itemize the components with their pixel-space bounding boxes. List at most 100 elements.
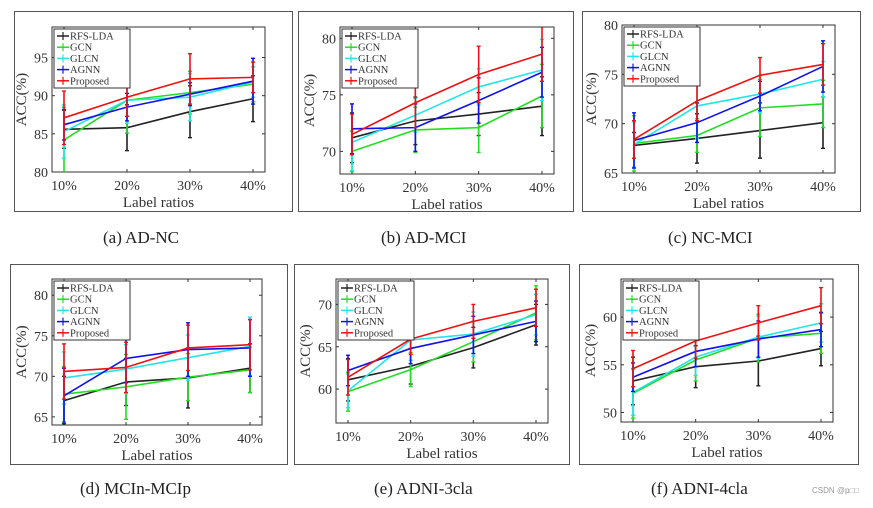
series-line <box>347 313 537 392</box>
legend-item: RFS-LDA <box>57 32 114 43</box>
chart-c: 65 70 75 80 10% 20% 30% 40% Label ratios ACC(%) RF… <box>582 11 861 212</box>
legend-item: AGNN <box>345 65 389 76</box>
series-line <box>633 63 824 141</box>
chart-a: 80 85 90 95 10% 20% 30% 40% Label ratios ACC(%) RF… <box>14 11 293 212</box>
y-tick-label: 60 <box>318 383 332 398</box>
legend-label: RFS-LDA <box>639 284 683 295</box>
legend-label: Proposed <box>70 328 110 339</box>
legend-item: GLCN <box>626 306 668 317</box>
y-tick-label: 75 <box>322 89 336 104</box>
legend-item: Proposed <box>626 328 679 339</box>
x-tick-label: 10% <box>51 432 77 447</box>
caption-f: (f) ADNI-4cla <box>651 479 748 498</box>
legend-label: AGNN <box>358 65 389 76</box>
series-proposed <box>632 43 825 159</box>
legend-item: RFS-LDA <box>345 32 402 43</box>
series-line <box>633 121 824 147</box>
y-tick-label: 75 <box>604 68 618 83</box>
series-line <box>632 328 822 378</box>
legend-item: RFS-LDA <box>627 30 684 41</box>
legend-label: GLCN <box>358 54 387 65</box>
legend-item: GCN <box>341 295 377 306</box>
series-line <box>63 369 251 395</box>
x-tick-label: 20% <box>402 181 428 196</box>
legend-item: AGNN <box>57 65 101 76</box>
x-axis-label: Label ratios <box>121 448 192 464</box>
series-line <box>632 322 822 394</box>
legend-item: AGNN <box>341 317 385 328</box>
caption-a: (a) AD-NC <box>103 228 180 247</box>
series-group <box>350 27 544 173</box>
y-tick-label: 65 <box>604 167 618 182</box>
legend-label: GCN <box>639 295 662 306</box>
legend-item: Proposed <box>341 328 394 339</box>
legend-label: Proposed <box>358 76 398 87</box>
y-tick-label: 60 <box>603 311 617 326</box>
y-axis-label: ACC(%) <box>14 73 30 126</box>
legend-item: GCN <box>57 43 93 54</box>
legend-label: AGNN <box>354 317 385 328</box>
series-line <box>63 343 251 373</box>
series-line <box>351 95 543 153</box>
x-tick-label: 30% <box>745 429 771 444</box>
legend-item: AGNN <box>57 317 101 328</box>
panel-e: 60 65 70 10% 20% 30% 40% Label ratios ACC(%) RFS-… <box>294 264 570 465</box>
panel-c: 65 70 75 80 10% 20% 30% 40% Label ratios ACC(%) RF… <box>582 11 861 212</box>
series-proposed <box>346 288 538 396</box>
axes-box <box>620 278 834 423</box>
x-axis-label: Label ratios <box>693 196 764 212</box>
series-proposed <box>350 27 544 156</box>
x-tick-label: 40% <box>523 430 549 445</box>
series-line <box>633 65 824 142</box>
y-tick-label: 70 <box>604 118 618 133</box>
legend-label: GLCN <box>70 54 99 65</box>
legend-label: GLCN <box>639 306 668 317</box>
axes-box <box>335 278 549 424</box>
legend-label: RFS-LDA <box>70 32 114 43</box>
legend-label: GCN <box>354 295 377 306</box>
legend-label: GLCN <box>354 306 383 317</box>
x-axis-label: Label ratios <box>411 197 482 212</box>
x-tick-label: 10% <box>51 179 77 194</box>
y-tick-label: 55 <box>603 359 617 374</box>
series-line <box>351 53 543 136</box>
legend-label: GLCN <box>70 306 99 317</box>
y-tick-label: 80 <box>34 289 48 304</box>
y-tick-label: 80 <box>322 32 336 47</box>
series-line <box>63 97 254 131</box>
series-line <box>347 320 537 372</box>
series-line <box>63 76 254 119</box>
axes-box <box>621 24 836 174</box>
x-tick-label: 40% <box>810 180 836 195</box>
legend-item: GLCN <box>627 52 669 63</box>
chart-f: 50 55 60 10% 20% 30% 40% Label ratios ACC(%) RFS-… <box>579 264 859 465</box>
y-axis-label: ACC(%) <box>583 324 599 377</box>
series-line <box>632 332 822 395</box>
legend-item: GLCN <box>345 54 387 65</box>
series-line <box>63 80 254 126</box>
panel-a: 80 85 90 95 10% 20% 30% 40% Label ratios ACC(%) RF… <box>14 11 293 212</box>
y-tick-label: 75 <box>34 330 48 345</box>
chart-b: 70 75 80 10% 20% 30% 40% Label ratios ACC(%) RFS-… <box>298 11 574 212</box>
x-tick-label: 30% <box>175 432 201 447</box>
y-axis-label: ACC(%) <box>584 72 600 125</box>
legend-label: Proposed <box>354 328 394 339</box>
y-axis-label: ACC(%) <box>14 325 30 378</box>
legend-item: RFS-LDA <box>57 284 114 295</box>
x-tick-label: 30% <box>747 180 773 195</box>
y-tick-label: 50 <box>603 406 617 421</box>
legend-item: GLCN <box>341 306 383 317</box>
series-group <box>631 286 823 419</box>
y-tick-label: 80 <box>34 166 48 181</box>
legend-item: RFS-LDA <box>341 284 398 295</box>
x-tick-label: 20% <box>114 179 140 194</box>
legend-box <box>341 28 419 89</box>
x-tick-label: 20% <box>398 430 424 445</box>
legend-label: RFS-LDA <box>640 30 684 41</box>
y-tick-label: 90 <box>34 90 48 105</box>
x-tick-label: 20% <box>113 432 139 447</box>
